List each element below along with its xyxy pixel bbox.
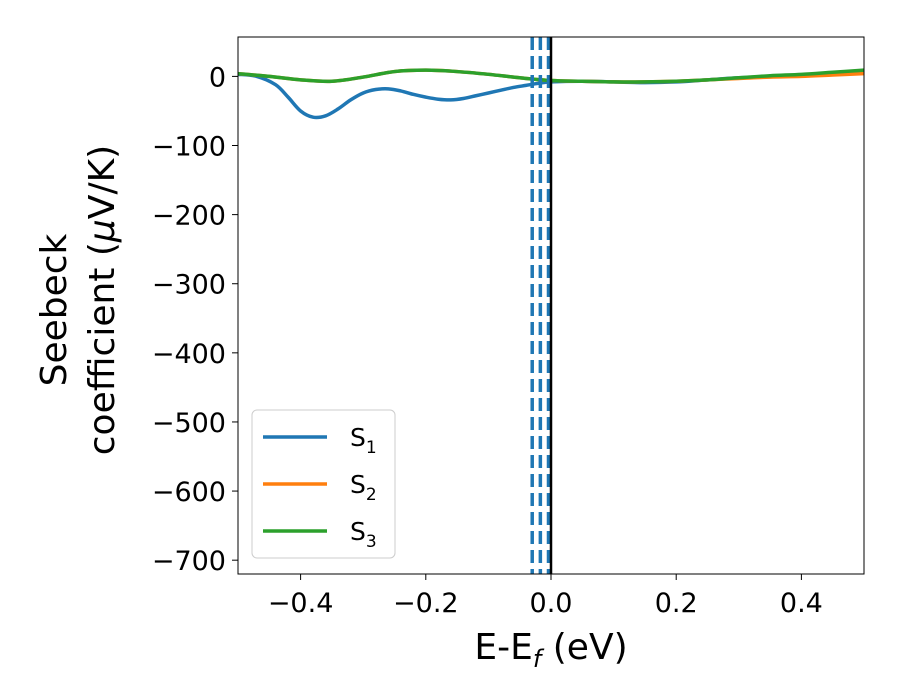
x-axis-ticks: −0.4 −0.2 0.0 0.2 0.4	[268, 574, 823, 619]
y-axis-label-line2: coefficient (μV/K)	[82, 145, 123, 455]
y-tick-label: −600	[152, 477, 226, 508]
x-tick-label: −0.2	[393, 588, 459, 619]
legend-label-3: S3	[350, 517, 377, 552]
y-tick-label: −100	[152, 132, 226, 163]
legend-label-2: S2	[350, 470, 377, 505]
x-tick-label: 0.2	[655, 588, 698, 619]
plot-area	[238, 37, 864, 574]
y-tick-label: −300	[152, 270, 226, 301]
x-axis-label: E-Ef (eV)	[474, 627, 627, 673]
legend-label-1: S1	[350, 423, 377, 458]
y-tick-label: 0	[209, 62, 226, 93]
reference-lines	[530, 37, 553, 574]
y-tick-label: −500	[152, 408, 226, 439]
legend: S1 S2 S3	[251, 409, 396, 559]
y-axis-label-line1: Seebeck	[34, 233, 75, 386]
x-tick-label: 0.0	[530, 588, 573, 619]
y-tick-label: −400	[152, 339, 226, 370]
x-tick-label: −0.4	[268, 588, 334, 619]
y-tick-label: −200	[152, 201, 226, 232]
y-axis-ticks: 0 −100 −200 −300 −400 −500 −600 −700	[152, 62, 238, 577]
y-tick-label: −700	[152, 546, 226, 577]
x-tick-label: 0.4	[780, 588, 823, 619]
plot-frame	[237, 36, 865, 575]
